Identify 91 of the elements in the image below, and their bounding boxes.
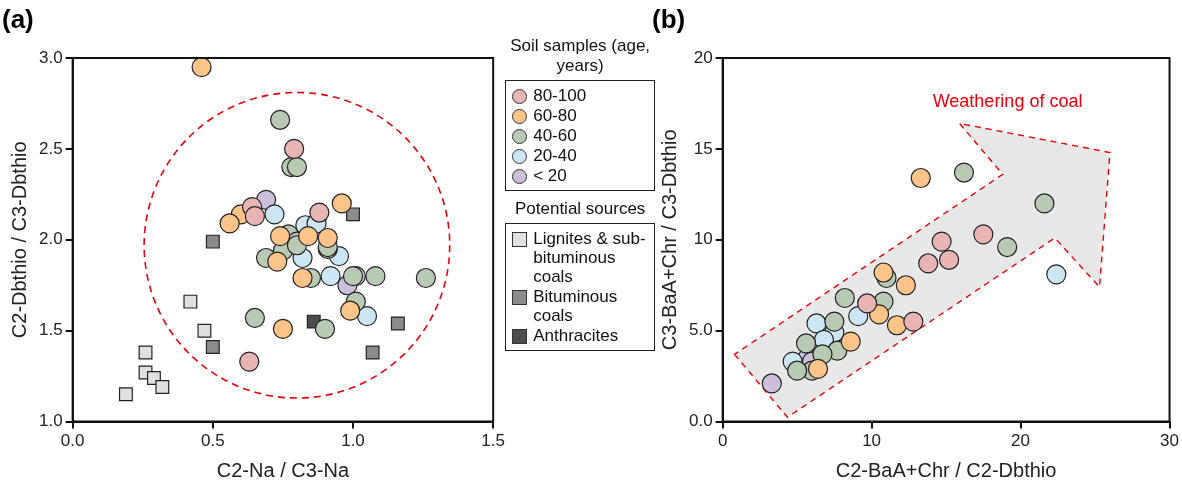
point: [953, 162, 975, 183]
legend-label: Bituminous coals: [533, 287, 619, 325]
point: [197, 323, 212, 338]
point: [317, 227, 338, 249]
point: [309, 202, 330, 223]
legend-title: Soil samples (age, years): [509, 36, 652, 76]
point: [761, 373, 782, 394]
point: [183, 294, 198, 309]
point: [910, 167, 931, 189]
point: [331, 193, 352, 214]
point: [155, 380, 170, 395]
y-tick-label: 1.0: [38, 411, 63, 431]
point: [795, 333, 817, 354]
point: [1046, 264, 1067, 285]
legend-label: 40-60: [533, 126, 577, 145]
y-axis-title: C3-BaA+Chr / C3-Dbthio: [657, 129, 680, 351]
y-tick-label: 0.0: [688, 411, 713, 431]
legend-label: 60-80: [533, 106, 577, 125]
x-tick-label: 0.5: [201, 431, 225, 451]
point: [270, 109, 291, 130]
x-axis-title: C2-Na / C3-Na: [216, 458, 350, 481]
point: [840, 331, 861, 352]
point: [286, 156, 308, 178]
point: [873, 262, 894, 283]
legend-label: 20-40: [533, 146, 577, 165]
point: [320, 266, 341, 287]
point: [973, 224, 994, 245]
point: [365, 266, 386, 287]
point: [824, 311, 845, 332]
point: [787, 360, 808, 381]
point: [118, 387, 133, 402]
legend-label: Anthracites: [533, 326, 619, 345]
point: [205, 234, 220, 249]
x-tick-label: 20: [1011, 431, 1031, 451]
text: Potential sources: [513, 199, 647, 219]
point: [346, 207, 360, 222]
point: [205, 340, 220, 355]
point: [264, 204, 285, 225]
chart-title: (b): [652, 4, 686, 35]
point: [997, 236, 1018, 258]
point: [314, 318, 336, 339]
point: [365, 345, 380, 360]
y-tick-label: 2.5: [38, 138, 63, 158]
point: [244, 307, 265, 329]
y-tick-label: 20: [693, 47, 713, 67]
y-tick-label: 2.0: [38, 229, 63, 249]
point: [931, 231, 952, 252]
point: [390, 316, 405, 331]
point: [918, 253, 939, 274]
point: [244, 206, 265, 227]
point: [938, 249, 960, 270]
y-tick-label: 10: [693, 229, 713, 249]
chart-title: (a): [2, 4, 34, 35]
y-tick-label: 3.0: [38, 47, 63, 67]
point: [834, 287, 855, 309]
point: [1034, 193, 1055, 214]
y-axis-title: C2-Dbthio / C3-Dbthio: [7, 141, 30, 339]
point: [284, 138, 305, 159]
y-tick-label: 5.0: [688, 320, 713, 340]
point: [807, 358, 829, 379]
point: [340, 300, 361, 321]
legend-label: Lignites & sub-bituminous coals: [533, 229, 647, 286]
x-tick-label: 1.0: [341, 431, 365, 451]
x-tick-label: 30: [1160, 431, 1180, 451]
legend-label: 80-100: [533, 86, 587, 105]
x-axis-title: C2-BaA+Chr / C2-Dbthio: [835, 458, 1057, 481]
x-tick-label: 1.5: [481, 431, 505, 451]
point: [292, 267, 313, 289]
point: [239, 351, 260, 372]
point: [903, 311, 924, 332]
point: [272, 318, 294, 339]
point: [868, 304, 890, 325]
point: [806, 313, 827, 334]
point: [356, 306, 378, 327]
point: [270, 226, 291, 247]
point: [886, 315, 908, 336]
point: [219, 213, 240, 234]
point: [267, 251, 288, 272]
x-tick-label: 10: [862, 431, 882, 451]
y-tick-label: 1.5: [38, 320, 63, 340]
point: [857, 293, 878, 314]
annotation: Weathering of coal: [932, 91, 1083, 112]
legend-label: < 20: [533, 166, 567, 185]
point: [415, 267, 436, 289]
x-tick-label: 0.0: [60, 431, 85, 451]
point: [895, 275, 916, 296]
y-tick-label: 15: [693, 138, 713, 158]
x-tick-label: 0: [717, 431, 728, 451]
point: [298, 226, 319, 247]
point: [191, 58, 212, 78]
point: [138, 345, 153, 360]
